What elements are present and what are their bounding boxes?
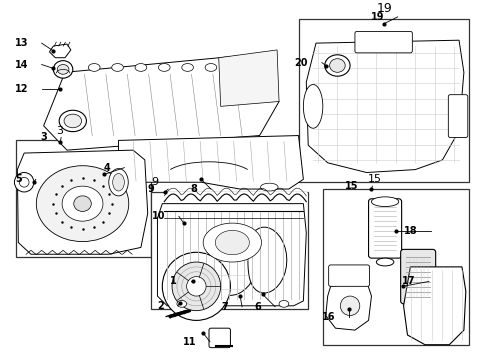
Text: 2: 2	[157, 301, 164, 311]
Ellipse shape	[330, 59, 345, 72]
Text: 3: 3	[41, 132, 48, 143]
Ellipse shape	[158, 64, 170, 71]
Ellipse shape	[53, 60, 73, 78]
Bar	[298, 19, 469, 182]
Ellipse shape	[57, 64, 69, 74]
Ellipse shape	[376, 258, 394, 266]
Polygon shape	[215, 225, 258, 295]
FancyBboxPatch shape	[355, 31, 412, 53]
Text: 13: 13	[15, 38, 28, 48]
Polygon shape	[49, 44, 71, 58]
Polygon shape	[219, 50, 279, 106]
Text: 14: 14	[15, 59, 28, 69]
Ellipse shape	[112, 64, 123, 71]
Text: 3: 3	[57, 126, 64, 136]
Polygon shape	[306, 40, 464, 172]
Text: 9: 9	[151, 177, 158, 187]
FancyBboxPatch shape	[329, 265, 369, 286]
Polygon shape	[157, 204, 306, 306]
Text: 10: 10	[152, 211, 165, 221]
Ellipse shape	[177, 301, 187, 307]
Ellipse shape	[64, 114, 81, 128]
Text: 16: 16	[322, 312, 336, 323]
Ellipse shape	[62, 186, 103, 221]
Text: 12: 12	[15, 84, 28, 94]
Polygon shape	[326, 282, 371, 330]
Text: 4: 4	[104, 163, 111, 173]
Bar	[16, 140, 150, 257]
Ellipse shape	[205, 64, 217, 71]
Ellipse shape	[371, 197, 399, 207]
Text: 17: 17	[402, 276, 415, 287]
Text: 15: 15	[345, 181, 359, 191]
Text: 9: 9	[148, 184, 154, 194]
Text: 1: 1	[170, 276, 177, 287]
Polygon shape	[248, 227, 287, 293]
Ellipse shape	[261, 183, 278, 191]
Polygon shape	[44, 56, 279, 150]
Polygon shape	[119, 136, 303, 189]
Text: 6: 6	[255, 302, 262, 312]
Text: 15: 15	[368, 174, 381, 184]
Text: 8: 8	[191, 184, 197, 194]
Text: 11: 11	[183, 337, 196, 347]
Circle shape	[341, 296, 360, 315]
Ellipse shape	[109, 168, 128, 196]
Text: 5: 5	[16, 174, 22, 184]
Ellipse shape	[113, 174, 124, 191]
Bar	[323, 189, 469, 345]
Ellipse shape	[182, 64, 194, 71]
Ellipse shape	[279, 301, 289, 307]
FancyBboxPatch shape	[401, 249, 436, 304]
Circle shape	[19, 177, 29, 187]
FancyBboxPatch shape	[448, 95, 468, 138]
Circle shape	[14, 172, 34, 192]
Text: 19: 19	[376, 2, 392, 15]
Circle shape	[172, 262, 220, 311]
Ellipse shape	[88, 64, 100, 71]
Text: 7: 7	[221, 302, 228, 312]
Ellipse shape	[135, 64, 147, 71]
Circle shape	[162, 252, 230, 320]
Ellipse shape	[215, 230, 249, 255]
Text: 18: 18	[404, 226, 417, 236]
FancyBboxPatch shape	[209, 328, 230, 348]
Ellipse shape	[203, 223, 262, 262]
Ellipse shape	[228, 64, 240, 71]
Bar	[150, 192, 308, 309]
Ellipse shape	[36, 166, 129, 242]
Ellipse shape	[325, 55, 350, 76]
Text: 20: 20	[295, 58, 308, 68]
Polygon shape	[404, 267, 466, 345]
Ellipse shape	[74, 196, 91, 211]
Ellipse shape	[303, 85, 323, 128]
Polygon shape	[17, 150, 147, 254]
Text: 19: 19	[370, 12, 384, 22]
FancyBboxPatch shape	[368, 199, 402, 258]
Circle shape	[187, 276, 206, 296]
Ellipse shape	[59, 110, 86, 132]
